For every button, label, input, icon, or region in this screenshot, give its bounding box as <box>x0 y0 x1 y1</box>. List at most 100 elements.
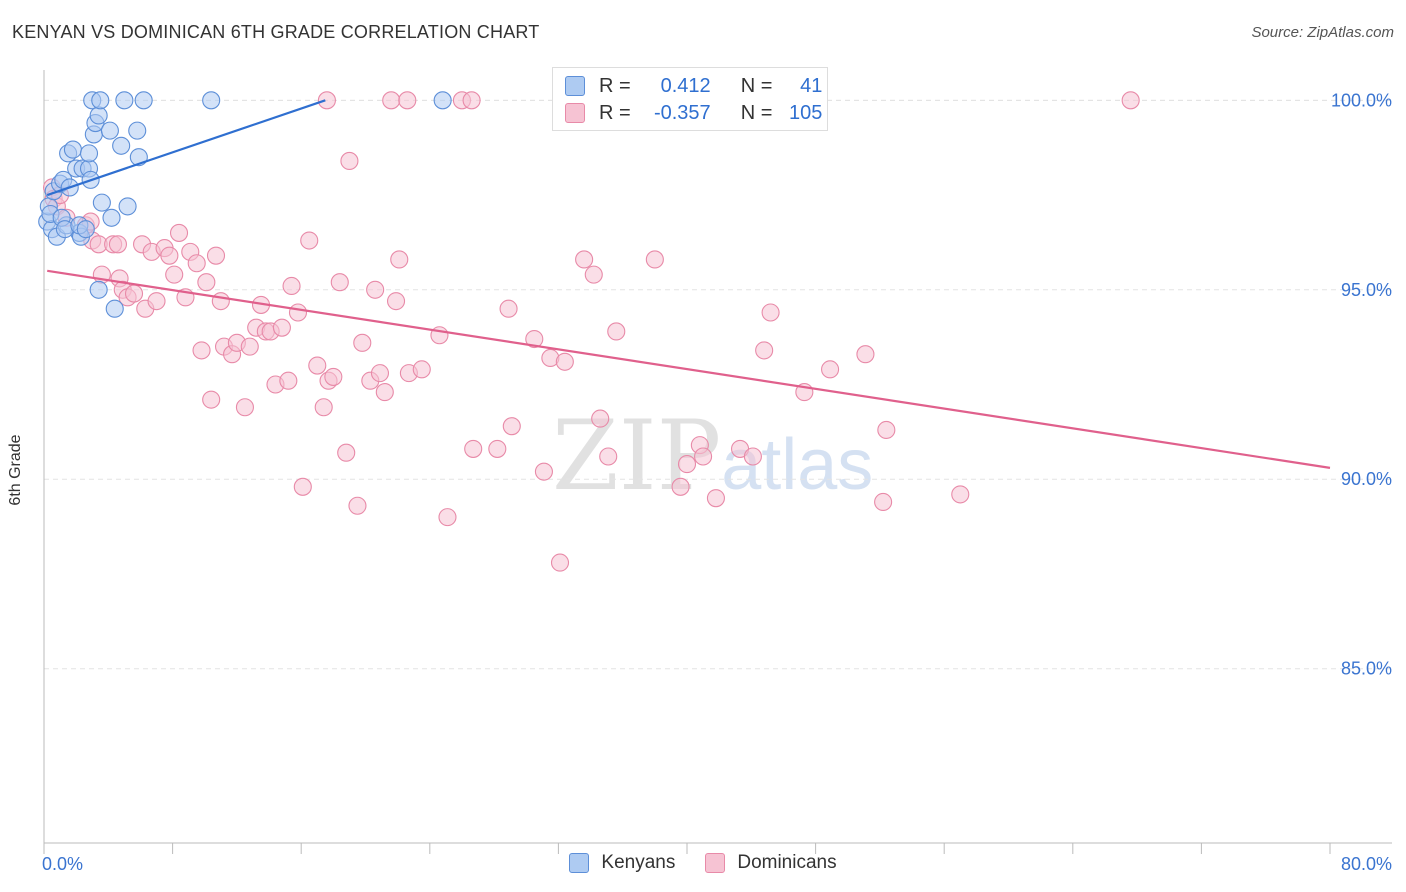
dominican-point <box>575 250 594 269</box>
dominican-point <box>877 420 896 440</box>
dominican-point <box>124 284 144 303</box>
legend-n-value-dominicans: 105 <box>789 101 823 124</box>
dominican-point <box>462 91 481 110</box>
dominican-point <box>525 329 544 349</box>
dominican-point <box>821 360 840 379</box>
kenyan-point <box>202 91 221 110</box>
dominican-point <box>382 91 401 110</box>
legend-swatch-kenyans <box>565 76 585 96</box>
x-tick-label: 0.0% <box>42 854 83 874</box>
legend-item-kenyans[interactable]: Kenyans <box>569 852 675 874</box>
kenyan-point <box>115 91 134 110</box>
legend-row-dominicans: R = -0.357 N = 105 <box>565 100 822 126</box>
dominican-point <box>502 417 521 436</box>
watermark: ZIPatlas <box>552 400 873 512</box>
dominican-point <box>337 443 356 462</box>
kenyan-point <box>79 144 99 163</box>
kenyan-point <box>433 91 452 110</box>
kenyan-trend-line <box>46 99 326 197</box>
watermark-atlas: atlas <box>721 425 874 505</box>
dominican-point <box>317 91 336 110</box>
y-tick-label: 85.0% <box>1341 659 1392 679</box>
kenyan-point <box>76 220 95 239</box>
dominican-point <box>279 371 298 390</box>
dominican-point <box>390 250 409 269</box>
dominican-point <box>340 151 359 170</box>
dominican-point <box>464 439 483 458</box>
kenyan-point <box>112 136 131 155</box>
dominican-point <box>330 273 349 292</box>
dominican-point <box>353 333 372 352</box>
dominican-point <box>607 322 626 341</box>
dominican-point <box>375 383 394 402</box>
kenyan-point <box>100 121 119 140</box>
dominican-point <box>169 223 189 242</box>
dominican-point <box>856 345 875 364</box>
legend-item-dominicans[interactable]: Dominicans <box>705 852 837 874</box>
kenyan-point <box>128 121 147 140</box>
kenyan-point <box>91 91 110 110</box>
legend-label-dominicans: Dominicans <box>737 852 837 873</box>
dominican-point <box>300 231 319 250</box>
dominican-point <box>677 455 697 474</box>
kenyan-point <box>89 106 108 125</box>
dominican-point <box>308 356 327 375</box>
dominican-point <box>534 462 553 481</box>
dominican-point <box>348 496 367 515</box>
legend-swatch-dominicans <box>565 103 585 123</box>
dominican-point <box>951 485 970 504</box>
dominican-point <box>398 91 417 110</box>
y-tick-label: 95.0% <box>1341 280 1392 300</box>
dominican-point <box>412 360 431 379</box>
legend-n-label: N = <box>740 101 773 124</box>
legend-r-value-dominicans: -0.357 <box>653 101 711 124</box>
dominican-point <box>202 390 221 409</box>
dominican-point <box>438 508 457 527</box>
kenyan-point <box>63 140 82 159</box>
legend-row-kenyans: R = 0.412 N = 41 <box>565 73 822 99</box>
dominican-point <box>370 364 390 383</box>
kenyan-point <box>92 193 111 212</box>
dominican-point <box>314 398 333 417</box>
dominican-point <box>288 303 308 322</box>
dominican-point <box>671 477 690 496</box>
dominican-point <box>272 318 291 337</box>
dominican-point <box>755 341 774 360</box>
dominican-point <box>555 352 574 371</box>
stats-legend: R = 0.412 N = 41 R = -0.357 N = 105 <box>552 67 828 131</box>
legend-r-value-kenyans: 0.412 <box>660 74 711 97</box>
dominican-point <box>160 246 179 265</box>
dominican-point <box>694 447 713 466</box>
series-legend: Kenyans Dominicans <box>0 852 1406 874</box>
dominican-point <box>282 276 301 296</box>
chart-title: KENYAN VS DOMINICAN 6TH GRADE CORRELATIO… <box>12 22 540 42</box>
dominican-point <box>206 246 226 265</box>
dominican-point <box>743 447 762 466</box>
dominican-point <box>366 280 385 299</box>
dominican-trend-line <box>47 269 1331 469</box>
y-tick-label: 100.0% <box>1331 90 1392 110</box>
x-tick-label: 80.0% <box>1341 854 1392 874</box>
legend-swatch-dominicans <box>705 853 726 873</box>
dominican-point <box>591 409 610 428</box>
dominican-point <box>165 265 184 284</box>
source-label: Source: ZipAtlas.com <box>1251 24 1394 41</box>
kenyan-point <box>89 280 108 299</box>
dominican-point <box>192 341 211 360</box>
dominican-point <box>235 398 254 417</box>
dominican-point <box>211 292 230 311</box>
dominican-point <box>645 250 664 269</box>
legend-swatch-kenyans <box>569 853 590 873</box>
dominican-point <box>761 303 780 322</box>
legend-label-kenyans: Kenyans <box>601 852 676 873</box>
dominican-point <box>197 273 216 292</box>
legend-r-label: R = <box>599 74 631 97</box>
kenyan-point <box>102 208 121 227</box>
dominican-point <box>499 299 518 318</box>
dominican-point <box>386 292 406 311</box>
legend-r-label: R = <box>599 101 631 124</box>
dominican-point <box>147 292 166 311</box>
kenyan-point <box>105 299 124 318</box>
dominican-point <box>599 447 618 466</box>
dominican-point <box>706 489 725 508</box>
